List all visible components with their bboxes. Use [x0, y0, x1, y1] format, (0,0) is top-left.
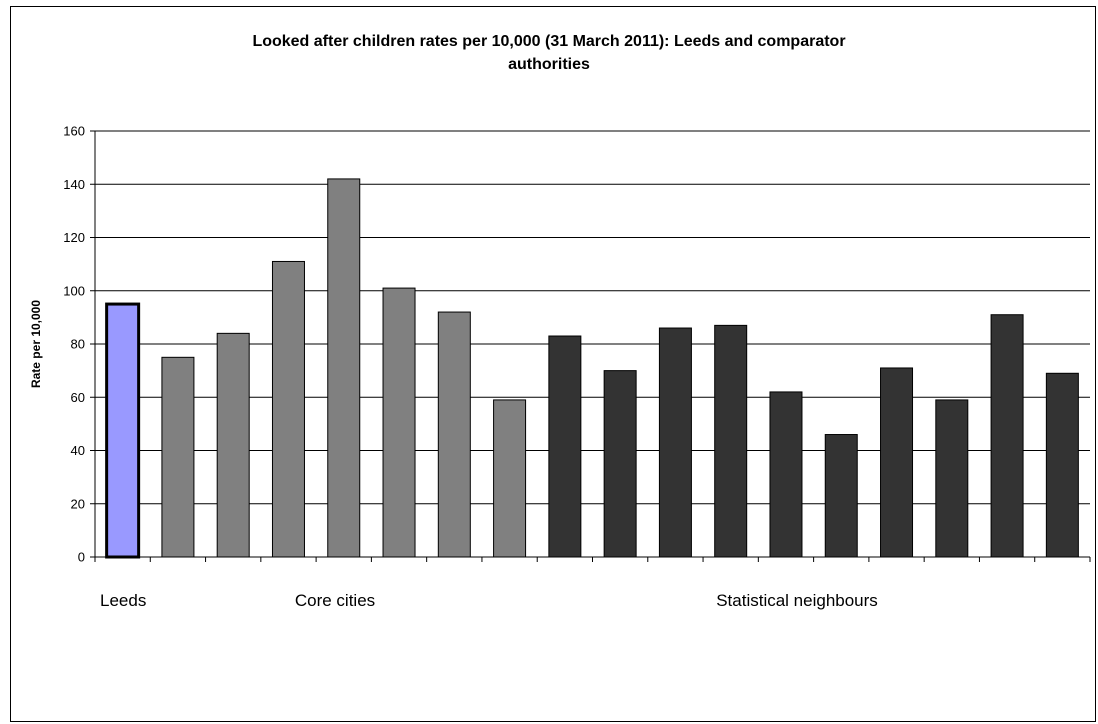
bar	[1045, 372, 1079, 558]
bar	[216, 332, 250, 558]
bar	[105, 302, 141, 559]
y-axis-label: Rate per 10,000	[29, 300, 43, 388]
bar	[880, 367, 914, 558]
y-tick-label: 60	[71, 390, 85, 405]
y-tick-label: 0	[78, 550, 85, 565]
bar	[161, 356, 195, 558]
chart-title-line-2: authorities	[508, 56, 590, 73]
group-label: Statistical neighbours	[716, 591, 878, 610]
group-label: Core cities	[295, 591, 375, 610]
y-tick-label: 20	[71, 496, 85, 511]
y-tick-label: 120	[63, 230, 85, 245]
chart-title: Looked after children rates per 10,000 (…	[0, 30, 1098, 76]
group-labels: Leeds Core cities Statistical neighbours	[100, 591, 878, 610]
x-tick-marks	[94, 557, 1091, 562]
bar	[493, 399, 527, 558]
bar	[382, 287, 416, 558]
y-tick-label: 80	[71, 337, 85, 352]
y-tick-label: 160	[63, 124, 85, 139]
y-tick-label: 140	[63, 177, 85, 192]
bar	[548, 335, 582, 558]
y-tick-label: 100	[63, 283, 85, 298]
bar	[603, 370, 637, 558]
bar	[935, 399, 969, 558]
chart-title-line-1: Looked after children rates per 10,000 (…	[252, 33, 846, 50]
y-tick-label: 40	[71, 443, 85, 458]
group-label: Leeds	[100, 591, 146, 610]
gridlines	[95, 130, 1090, 505]
bar	[824, 434, 858, 558]
bar	[714, 324, 748, 558]
y-tick-labels: 0 20 40 60 80 100 120 140 160	[63, 124, 85, 565]
bar	[271, 260, 305, 558]
bar	[990, 314, 1024, 558]
bar	[327, 178, 361, 558]
bar	[658, 327, 692, 558]
bar	[769, 391, 803, 558]
bar	[437, 311, 471, 558]
bars	[105, 178, 1079, 559]
